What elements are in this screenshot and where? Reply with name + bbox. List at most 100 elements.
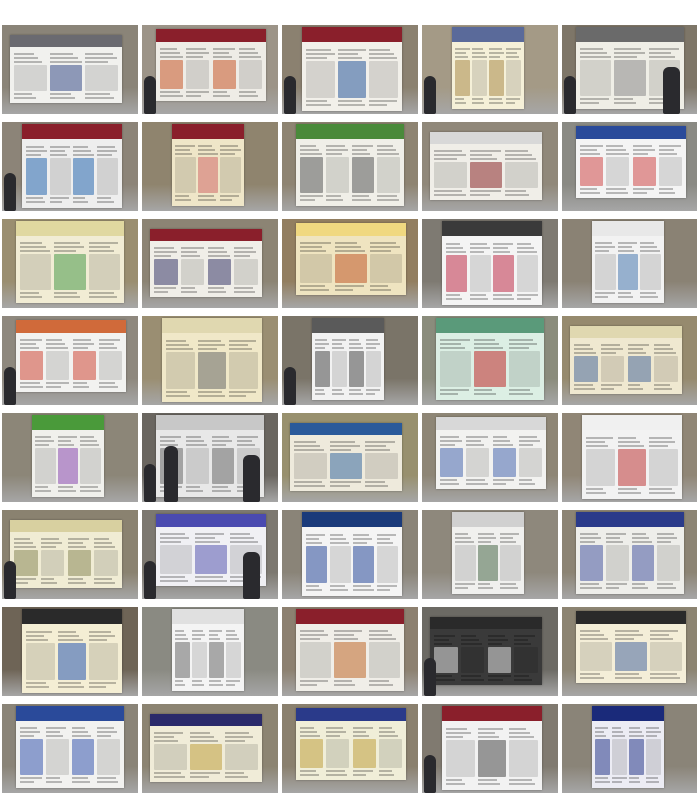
- poster-figure: [454, 545, 476, 582]
- poster-column: [20, 338, 44, 388]
- poster-text-line: [506, 48, 521, 51]
- poster: [312, 318, 384, 400]
- poster-column: [49, 52, 83, 99]
- poster-figure: [629, 739, 645, 776]
- poster-column: [97, 727, 120, 784]
- poster-text-line: [580, 672, 601, 675]
- poster-text-line: [325, 153, 342, 156]
- poster-text-line: [654, 351, 676, 354]
- poster-text-line: [45, 735, 63, 738]
- poster: [570, 326, 682, 394]
- poster-text-line: [368, 630, 388, 633]
- poster-figure: [605, 545, 629, 582]
- poster-text-line: [185, 444, 207, 447]
- poster-column: [369, 48, 398, 106]
- poster-figure: [300, 642, 332, 679]
- poster-text-line: [493, 250, 511, 253]
- poster-text-line: [649, 444, 668, 447]
- poster-text-line: [197, 339, 221, 342]
- poster-text-line: [325, 145, 345, 148]
- poster-text-line: [294, 480, 322, 483]
- poster-column: [466, 435, 490, 485]
- poster-text-line: [300, 769, 317, 772]
- poster-column: [329, 533, 351, 591]
- poster-text-line: [225, 739, 245, 742]
- poster-photo: [562, 510, 697, 599]
- poster-text-line: [580, 98, 610, 101]
- poster-text-line: [226, 634, 238, 637]
- poster-text-line: [500, 537, 514, 540]
- poster-text-line: [454, 56, 468, 59]
- poster-text-line: [238, 55, 262, 58]
- poster-text-line: [353, 541, 367, 544]
- poster-figure: [85, 64, 118, 91]
- poster-text-line: [378, 726, 393, 729]
- poster: [592, 221, 664, 303]
- poster-text-line: [237, 440, 252, 443]
- poster-text-line: [434, 678, 455, 681]
- poster-columns: [580, 629, 682, 679]
- poster-figure: [34, 448, 56, 485]
- poster-text-line: [234, 246, 254, 249]
- poster-text-line: [300, 149, 320, 152]
- poster-text-line: [514, 638, 529, 641]
- poster-header: [576, 27, 684, 42]
- poster-text-line: [649, 491, 676, 494]
- poster-text-line: [329, 440, 356, 443]
- poster-text-line: [334, 638, 358, 641]
- poster-column: [440, 339, 472, 396]
- poster-text-line: [154, 286, 177, 289]
- poster-text-line: [20, 727, 38, 730]
- poster-figure: [26, 157, 47, 195]
- poster-text-line: [97, 149, 118, 152]
- poster-column: [601, 343, 625, 390]
- poster: [302, 512, 402, 596]
- poster-figure: [57, 642, 87, 680]
- poster-figure: [377, 157, 400, 194]
- poster-columns: [586, 436, 678, 494]
- poster-text-line: [57, 440, 72, 443]
- poster-text-line: [514, 634, 535, 637]
- poster-header: [22, 124, 122, 140]
- poster-text-line: [627, 387, 643, 390]
- poster-figure: [46, 350, 70, 380]
- poster-text-line: [477, 727, 503, 730]
- poster-text-line: [300, 199, 316, 202]
- poster-text-line: [160, 575, 185, 578]
- poster-text-line: [505, 157, 537, 160]
- poster-text-line: [617, 292, 631, 295]
- poster-text-line: [220, 199, 232, 202]
- poster-text-line: [154, 254, 171, 257]
- poster: [156, 29, 266, 101]
- poster-header: [290, 423, 402, 436]
- poster-text-line: [294, 444, 320, 447]
- poster-figure: [189, 743, 223, 770]
- poster-header: [16, 706, 124, 721]
- poster-text-line: [154, 246, 174, 249]
- poster-column: [506, 48, 522, 105]
- poster-text-line: [611, 727, 621, 730]
- poster-text-line: [97, 731, 117, 734]
- poster-text-line: [97, 777, 116, 780]
- poster-text-line: [649, 637, 674, 640]
- poster-column: [57, 436, 79, 493]
- poster-text-line: [493, 246, 508, 249]
- poster-text-line: [469, 242, 487, 245]
- poster-text-line: [632, 187, 655, 190]
- poster-text-line: [574, 343, 591, 346]
- poster-figure: [71, 739, 95, 776]
- poster-text-line: [469, 250, 484, 253]
- poster-columns: [294, 440, 398, 487]
- poster-figure: [640, 254, 662, 291]
- poster-text-line: [446, 297, 463, 300]
- poster-figure: [207, 258, 231, 285]
- poster-columns: [594, 242, 662, 299]
- poster-text-line: [369, 52, 394, 55]
- poster-text-line: [580, 148, 597, 151]
- poster-column: [54, 242, 86, 299]
- poster-text-line: [353, 584, 372, 587]
- poster-text-line: [351, 199, 372, 202]
- poster-header: [576, 512, 684, 527]
- poster-column: [72, 338, 96, 388]
- poster-text-line: [440, 389, 469, 392]
